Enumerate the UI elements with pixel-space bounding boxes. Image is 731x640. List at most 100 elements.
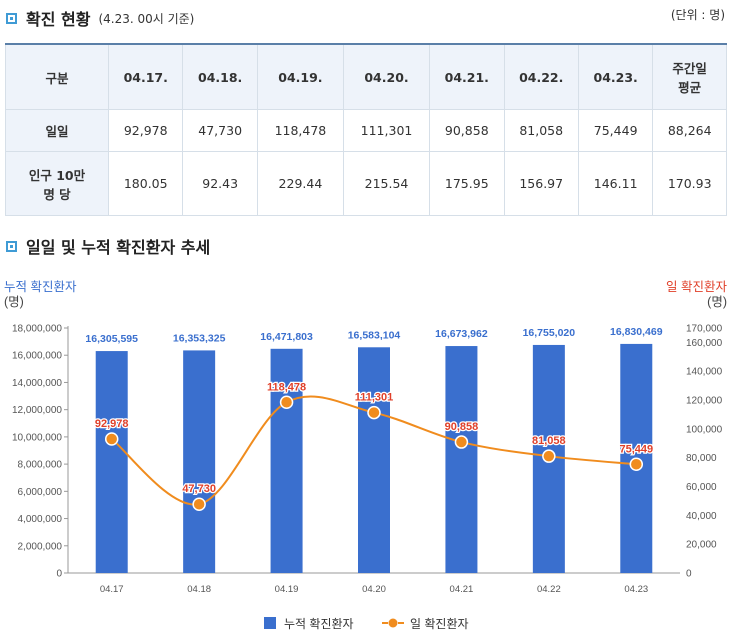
table-header-cell: 04.23. — [577, 43, 654, 110]
right-tick-label: 60,000 — [686, 482, 717, 493]
left-axis-title: 누적 확진환자 — [4, 280, 77, 294]
line-value-label: 81,058 — [532, 435, 566, 447]
legend-bar-label: 누적 확진환자 — [284, 617, 354, 631]
table-header-row: 구분 04.17. 04.18. 04.19. 04.20. 04.21. 04.22. 04… — [5, 43, 727, 110]
bar-value-label: 16,305,595 — [85, 333, 138, 345]
table-cell: 229.44 — [256, 151, 344, 216]
table-cell: 215.54 — [342, 151, 431, 216]
section-title-status: 확진 현황 (4.23. 00시 기준) — [6, 6, 194, 30]
bar-value-label: 16,755,020 — [523, 327, 576, 339]
row-label: 인구 10만 명 당 — [5, 151, 109, 216]
line-point — [367, 405, 381, 420]
line-point — [192, 497, 206, 511]
table-header-label: 구분 — [5, 43, 109, 110]
x-tick-label: 04.23 — [624, 584, 648, 595]
left-tick-label: 4,000,000 — [18, 514, 63, 525]
table-row: 인구 10만 명 당 180.05 92.43 229.44 215.54 175.95 15… — [5, 151, 727, 216]
line-point — [104, 432, 119, 446]
table-cell: 81,058 — [503, 109, 579, 152]
right-tick-label: 20,000 — [686, 540, 717, 551]
table-cell: 88,264 — [652, 109, 727, 152]
bar — [183, 350, 216, 573]
bar — [358, 347, 390, 573]
x-tick-label: 04.20 — [362, 584, 386, 595]
legend-line-label: 일 확진환자 — [410, 617, 469, 631]
right-axis-title: 일 확진환자 — [666, 280, 727, 294]
line-value-label: 75,449 — [619, 443, 653, 455]
line-point — [279, 395, 294, 410]
table-header-cell: 04.17. — [107, 43, 184, 110]
table-header-cell: 04.18. — [182, 43, 258, 110]
table-row: 일일 92,978 47,730 118,478 111,301 90,858 81,058… — [5, 109, 727, 152]
section-bullet-icon — [6, 12, 17, 24]
table-cell: 75,449 — [577, 109, 654, 152]
table-cell: 175.95 — [429, 151, 505, 216]
table-cell: 180.05 — [107, 151, 184, 216]
right-axis-unit: (명) — [707, 295, 727, 309]
table-cell: 92.43 — [182, 151, 258, 216]
x-tick-label: 04.21 — [450, 584, 474, 595]
table-cell: 156.97 — [503, 151, 579, 216]
section-subtitle: (4.23. 00시 기준) — [98, 11, 195, 26]
table-cell: 118,478 — [256, 109, 344, 152]
left-tick-label: 14,000,000 — [12, 378, 62, 389]
line-point — [542, 449, 556, 463]
section-title: 일일 및 누적 확진환자 추세 — [26, 238, 211, 257]
line-value-label: 90,858 — [445, 421, 479, 433]
legend-line-marker — [388, 618, 398, 628]
bar-value-label: 16,583,104 — [348, 329, 401, 341]
table-cell: 90,858 — [429, 109, 505, 152]
bar — [270, 348, 303, 573]
line-point — [454, 435, 469, 449]
bar — [95, 351, 128, 573]
bar-value-label: 16,471,803 — [260, 331, 313, 343]
right-tick-label: 140,000 — [686, 367, 723, 378]
left-tick-label: 0 — [56, 569, 62, 580]
table-header-cell: 04.21. — [429, 43, 505, 110]
stats-table: 구분 04.17. 04.18. 04.19. 04.20. 04.21. 04.22. 04… — [5, 43, 727, 216]
left-tick-label: 2,000,000 — [18, 541, 63, 552]
x-tick-label: 04.19 — [275, 584, 299, 595]
bar-value-label: 16,353,325 — [173, 332, 226, 344]
x-tick-label: 04.18 — [187, 584, 211, 595]
bar-value-label: 16,673,962 — [435, 328, 488, 340]
table-header-cell: 04.19. — [256, 43, 344, 110]
table-cell: 146.11 — [577, 151, 654, 216]
table-header-cell: 04.22. — [503, 43, 579, 110]
left-tick-label: 18,000,000 — [12, 324, 62, 335]
unit-label: (단위 : 명) — [670, 8, 725, 22]
row-label: 일일 — [5, 109, 109, 152]
section-bullet-icon — [6, 240, 17, 252]
table-header-cell: 주간일 평균 — [652, 43, 727, 110]
left-tick-label: 16,000,000 — [12, 351, 62, 362]
table-header-cell: 04.20. — [342, 43, 431, 110]
right-tick-label: 40,000 — [686, 511, 717, 522]
table-cell: 92,978 — [107, 109, 184, 152]
x-tick-label: 04.17 — [100, 584, 124, 595]
bar-value-label: 16,830,469 — [610, 326, 663, 338]
line-value-label: 92,978 — [95, 418, 129, 430]
right-tick-label: 100,000 — [686, 424, 723, 435]
table-cell: 170.93 — [652, 151, 727, 216]
trend-chart: 누적 확진환자(명)일 확진환자(명)02,000,0004,000,0006,… — [4, 280, 727, 631]
left-tick-label: 6,000,000 — [18, 487, 63, 498]
line-value-label: 47,730 — [182, 483, 216, 495]
left-axis-unit: (명) — [4, 295, 24, 309]
right-tick-label: 160,000 — [686, 338, 723, 349]
left-tick-label: 10,000,000 — [12, 432, 62, 443]
right-tick-label: 80,000 — [686, 453, 717, 464]
section-title: 확진 현황 — [26, 10, 91, 29]
table-cell: 47,730 — [182, 109, 258, 152]
table-cell: 111,301 — [342, 109, 431, 152]
legend-bar-swatch — [264, 617, 276, 629]
left-tick-label: 8,000,000 — [18, 460, 63, 471]
section-title-trend: 일일 및 누적 확진환자 추세 — [6, 234, 210, 258]
right-tick-label: 170,000 — [686, 324, 723, 335]
right-tick-label: 0 — [686, 569, 692, 580]
bar — [445, 346, 478, 573]
right-tick-label: 120,000 — [686, 396, 723, 407]
left-tick-label: 12,000,000 — [12, 405, 62, 416]
x-tick-label: 04.22 — [537, 584, 561, 595]
line-value-label: 118,478 — [267, 381, 306, 393]
line-point — [629, 457, 644, 472]
